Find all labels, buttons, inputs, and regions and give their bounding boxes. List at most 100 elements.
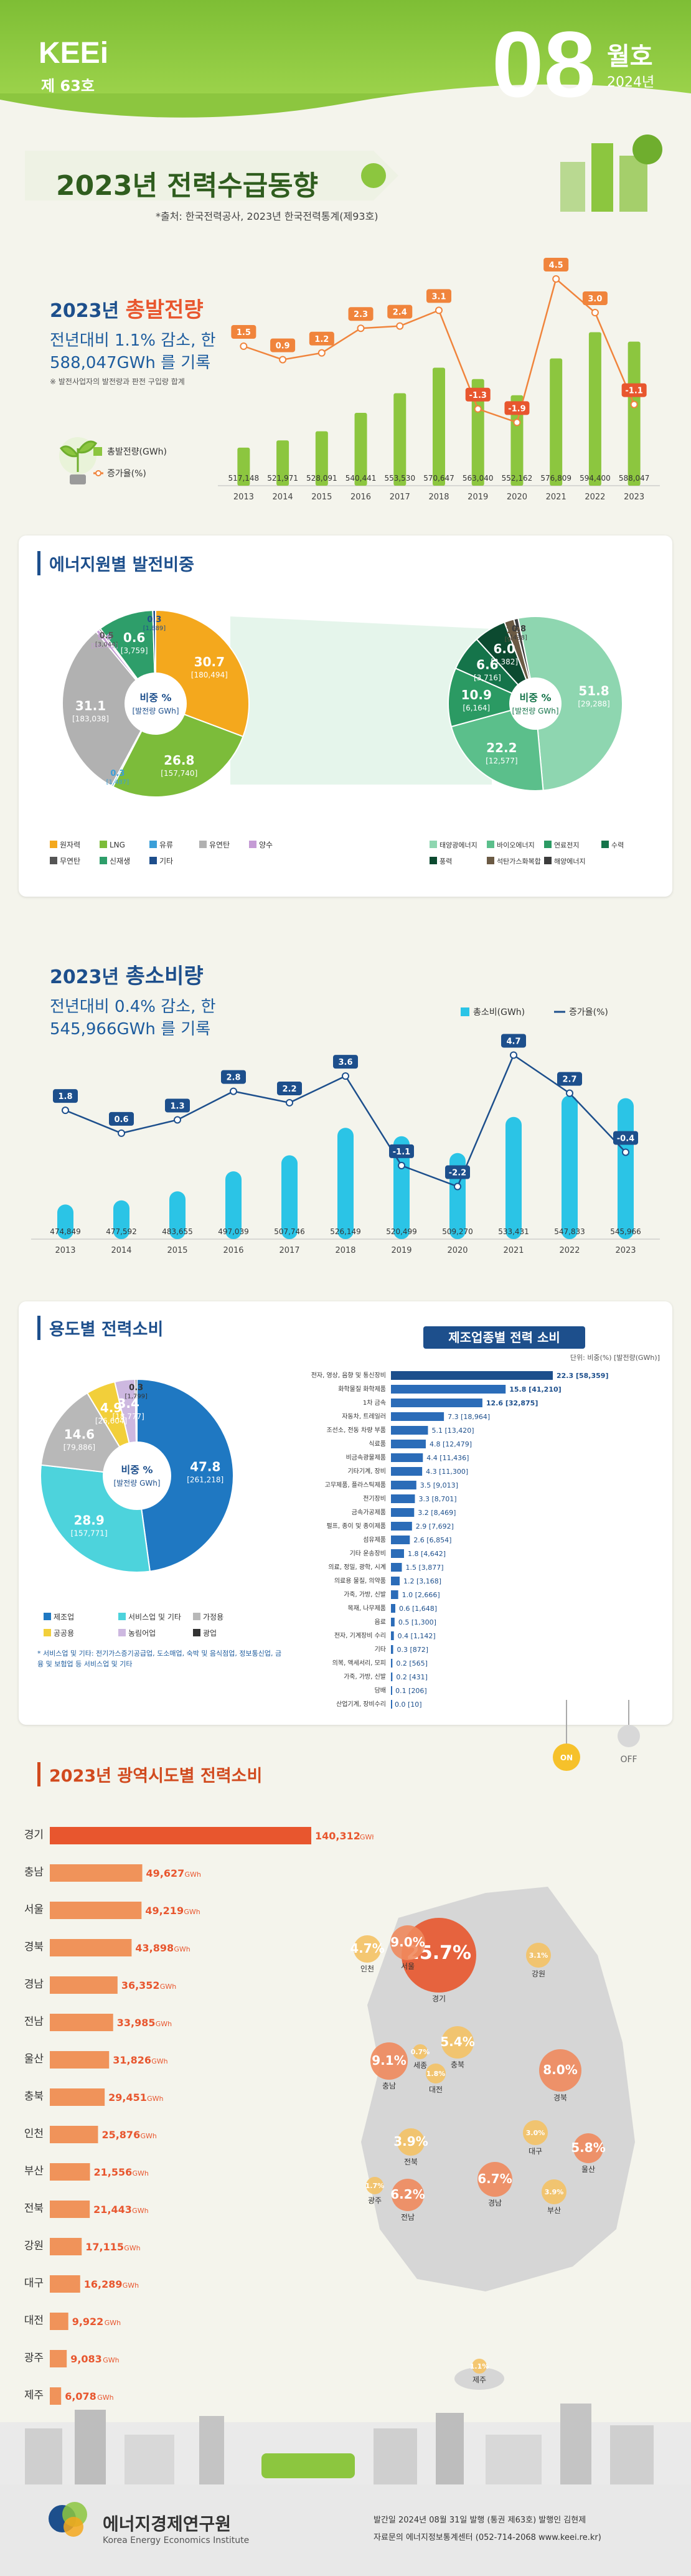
- region-unit: GWh: [105, 2319, 121, 2327]
- manu-bar: [391, 1494, 415, 1503]
- map-bubble: [366, 2177, 383, 2194]
- bar: [510, 395, 524, 486]
- map-region-name: 경남: [488, 2199, 502, 2207]
- region-value: 21,556: [94, 2166, 133, 2178]
- manu-bar: [391, 1673, 393, 1681]
- consumption-chart: 474,849 2013 477,592 2014 483,655 2015 497,039…: [31, 1034, 660, 1255]
- map-region-name: 전남: [401, 2213, 415, 2222]
- manu-value: 4.3 [11,300]: [426, 1468, 468, 1476]
- x-tick-label: 2020: [507, 493, 527, 502]
- bar: [471, 379, 484, 486]
- bar-value-label: 520,499: [386, 1227, 417, 1236]
- map-bubble: [370, 2042, 408, 2080]
- map-bubble: [472, 2359, 487, 2374]
- consumption-desc-2: 545,966GWh 를 기록: [50, 1020, 211, 1039]
- region-bar: [50, 2088, 105, 2106]
- renew-legend-swatch: [430, 857, 437, 864]
- regional-map: 25.7%경기9.0%서울4.7%인천3.1%강원9.1%충남0.7%세종1.8…: [350, 1887, 635, 2390]
- region-unit: GWh: [124, 2244, 140, 2252]
- bar: [505, 1116, 522, 1239]
- rate-label: -1.1: [393, 1148, 410, 1157]
- rate-badge: [621, 383, 647, 397]
- manu-value: 3.2 [8,469]: [418, 1509, 456, 1517]
- manu-value: 4.4 [11,436]: [426, 1454, 469, 1462]
- bar-value-label: 533,431: [498, 1227, 529, 1236]
- energy-mix-chart: 30.7[180,494]26.8[157,740]0.3[1,487]31.1…: [50, 609, 624, 866]
- map-pct: 4.7%: [350, 1941, 384, 1956]
- manu-bar: [391, 1440, 426, 1448]
- bar: [225, 1171, 242, 1239]
- bar-value-label: 497,039: [218, 1227, 249, 1236]
- region-value: 16,289: [84, 2278, 123, 2290]
- usage-sublabel: [18,777]: [113, 1412, 144, 1421]
- manu-value: 5.1 [13,420]: [431, 1427, 474, 1435]
- rate-point: [552, 275, 560, 283]
- manu-category: 자동차, 트레일러: [342, 1413, 386, 1420]
- rate-label: -1.3: [469, 391, 487, 400]
- usage-label: 3.4: [117, 1396, 139, 1411]
- legend-bar-label: 총발전량(GWh): [107, 447, 167, 457]
- usage-label: 28.9: [73, 1513, 104, 1528]
- region-bar: [50, 2238, 82, 2255]
- map-region-name: 경북: [553, 2093, 567, 2102]
- x-tick-label: 2018: [428, 493, 449, 502]
- bar: [276, 440, 289, 486]
- rate-label: -1.1: [625, 387, 642, 396]
- rate-label: 1.5: [237, 328, 251, 337]
- mix-center-sub: [발전량 GWh]: [132, 707, 179, 715]
- switch-off-label: OFF: [620, 1755, 637, 1765]
- region-label: 충남: [25, 1866, 44, 1879]
- mix-sublabel: [157,740]: [161, 769, 197, 778]
- manu-category: 가죽, 가방, 신발: [344, 1591, 386, 1598]
- usage-label: 4.9: [100, 1400, 122, 1415]
- regional-chart: 경기140,312GWh충남49,627GWh서울49,219GWh경북43,8…: [25, 1827, 374, 2442]
- mix-legend-label: 원자력: [60, 841, 80, 849]
- x-tick-label: 2021: [503, 1246, 524, 1255]
- region-unit: GWh: [185, 1871, 201, 1879]
- consumption-desc-1: 전년대비 0.4% 감소, 한: [50, 994, 216, 1017]
- map-pct: 9.1%: [372, 2053, 406, 2068]
- legend-bar-swatch: [93, 447, 102, 456]
- rate-point: [398, 1161, 405, 1169]
- x-tick-label: 2021: [546, 493, 566, 502]
- region-label: 전북: [25, 2202, 44, 2215]
- rate-badge: [348, 307, 374, 321]
- manu-category: 음료: [375, 1618, 386, 1626]
- renew-label: 1.8: [506, 626, 520, 636]
- renew-slice: [450, 702, 544, 791]
- map-pct: 1.7%: [365, 2182, 385, 2190]
- mix-sublabel: [3,759]: [121, 646, 148, 655]
- manu-value: 1.0 [2,666]: [402, 1591, 440, 1599]
- map-region-name: 대전: [429, 2085, 443, 2094]
- map-region-name: 울산: [581, 2165, 595, 2174]
- renew-label: 6.6: [476, 658, 498, 672]
- map-pct: 3.9%: [545, 2188, 564, 2196]
- consumption-heading-text: 총소비량: [125, 964, 204, 989]
- manu-value: 22.3 [58,359]: [557, 1372, 608, 1380]
- manu-value: 3.3 [8,701]: [418, 1495, 456, 1503]
- usage-label: 0.3: [129, 1384, 143, 1393]
- region-bar: [50, 1976, 118, 1994]
- manu-category: 기타: [375, 1646, 386, 1653]
- rate-point: [510, 1051, 517, 1059]
- map-pct: 3.9%: [393, 2134, 428, 2149]
- region-unit: GWh: [160, 1983, 176, 1991]
- energy-mix-heading: 에너지원별 발전비중: [37, 551, 194, 575]
- region-label: 서울: [25, 1904, 44, 1916]
- bar-value-label: 526,149: [330, 1227, 361, 1236]
- consumption-desc-1-text: 전년대비 0.4% 감소,: [50, 998, 196, 1016]
- mix-legend-label: 유연탄: [209, 841, 230, 849]
- jeju-island-shape: [454, 2367, 504, 2390]
- mix-legend-label: 무연탄: [60, 857, 80, 866]
- manu-bar: [391, 1577, 400, 1585]
- manu-value: 15.8 [41,210]: [509, 1385, 561, 1394]
- manu-category: 기타기계, 장비: [347, 1468, 386, 1475]
- manu-bar: [391, 1536, 410, 1544]
- manu-category: 고무제품, 플라스틱제품: [325, 1481, 386, 1489]
- region-value: 29,451: [108, 2092, 147, 2103]
- region-bar: [50, 2126, 98, 2143]
- title-ribbon: [25, 151, 398, 201]
- rate-point: [591, 309, 599, 316]
- zoom-connector: [230, 616, 492, 785]
- region-label: 광주: [25, 2352, 44, 2364]
